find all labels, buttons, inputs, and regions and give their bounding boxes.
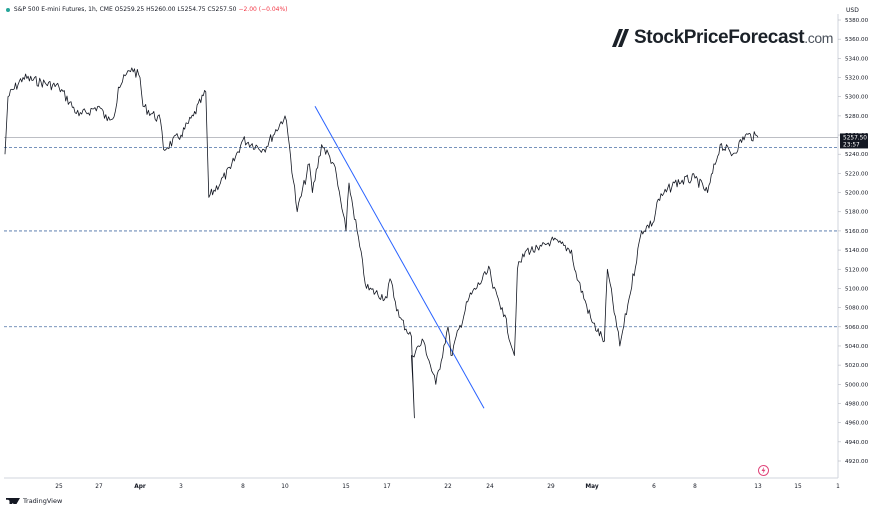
x-tick-label: Apr — [134, 484, 146, 490]
y-tick-label: 5120.00 — [845, 267, 869, 273]
y-tick-label: 5340.00 — [845, 56, 869, 62]
y-tick-label: 4920.00 — [845, 459, 869, 465]
currency-label: USD — [846, 7, 859, 14]
x-tick-label: 8 — [693, 484, 697, 490]
y-tick-label: 5060.00 — [845, 325, 869, 331]
tradingview-icon — [6, 498, 20, 504]
last-price-value: 5257.50 — [843, 135, 867, 141]
y-tick-label: 5200.00 — [845, 191, 869, 197]
ohlc-close: C5257.50 — [207, 6, 237, 13]
ohlc-open: O5259.25 — [114, 6, 145, 13]
brand-name: StockPriceForecast.com — [634, 27, 833, 49]
y-tick-label: 5320.00 — [845, 76, 869, 82]
y-tick-label: 5040.00 — [845, 344, 869, 350]
x-tick-label: 27 — [95, 484, 103, 490]
y-tick-label: 5180.00 — [845, 210, 869, 216]
x-tick-label: May — [585, 484, 599, 490]
y-tick-label: 4940.00 — [845, 440, 869, 446]
last-price-countdown: 23:57 — [843, 142, 860, 148]
x-tick-label: 22 — [444, 484, 452, 490]
y-tick-label: 4960.00 — [845, 421, 869, 427]
last-price-label-box — [840, 133, 868, 149]
symbol-header: S&P 500 E-mini Futures, 1h, CME O5259.25… — [6, 6, 288, 13]
y-tick-label: 5100.00 — [845, 286, 869, 292]
y-tick-label: 5280.00 — [845, 114, 869, 120]
x-tick-label: 25 — [55, 484, 63, 490]
market-open-dot — [6, 7, 10, 12]
x-tick-label: 15 — [342, 484, 350, 490]
y-tick-label: 5360.00 — [845, 37, 869, 43]
tradingview-label: TradingView — [23, 497, 63, 505]
brand-domain: .com — [804, 30, 833, 46]
symbol-title: S&P 500 E-mini Futures, 1h, CME — [13, 6, 113, 13]
ohlc-low: L5254.75 — [177, 6, 206, 13]
x-tick-label: 29 — [547, 484, 555, 490]
y-tick-label: 5380.00 — [845, 18, 869, 24]
y-tick-label: 5080.00 — [845, 306, 869, 312]
x-tick-label: 10 — [281, 484, 289, 490]
y-tick-label: 5300.00 — [845, 95, 869, 101]
x-tick-label: 13 — [754, 484, 762, 490]
brand-logo: StockPriceForecast.com — [612, 26, 833, 52]
ohlc-change: −2.00 (−0.04%) — [238, 6, 288, 13]
ohlc-high: H5260.00 — [146, 6, 176, 13]
y-tick-label: 5020.00 — [845, 363, 869, 369]
y-tick-label: 5160.00 — [845, 229, 869, 235]
y-tick-label: 5220.00 — [845, 171, 869, 177]
slash-logo-icon — [612, 29, 629, 47]
y-tick-label: 5240.00 — [845, 152, 869, 158]
x-tick-label: 8 — [241, 484, 245, 490]
price-series-line — [4, 67, 759, 419]
x-tick-label: 24 — [486, 484, 494, 490]
trendline — [314, 106, 485, 409]
x-tick-label: 3 — [179, 484, 183, 490]
lightning-icon[interactable] — [758, 465, 769, 476]
x-tick-label: 6 — [652, 484, 656, 490]
y-tick-label: 5140.00 — [845, 248, 869, 254]
tradingview-logo[interactable]: TradingView — [6, 497, 62, 505]
y-tick-label: 5000.00 — [845, 382, 869, 388]
y-tick-label: 4980.00 — [845, 401, 869, 407]
x-tick-label: 1 — [836, 484, 840, 490]
brand-name-text: StockPriceForecast — [634, 27, 805, 48]
x-tick-label: 17 — [383, 484, 391, 490]
x-tick-label: 15 — [794, 484, 802, 490]
